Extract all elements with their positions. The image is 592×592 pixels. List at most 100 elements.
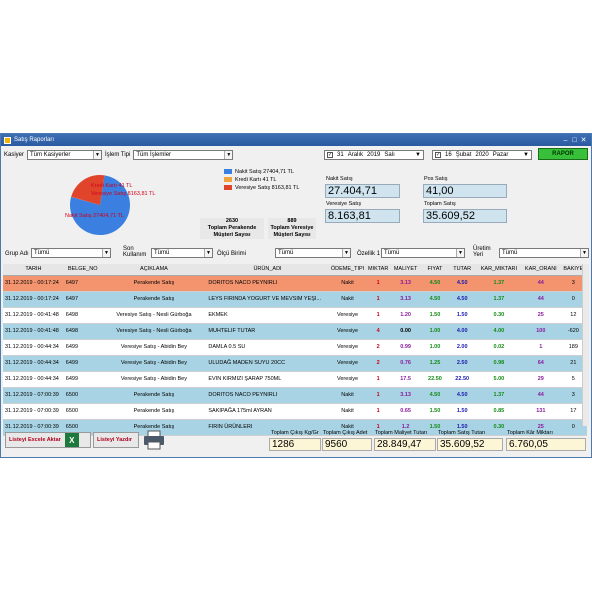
table-cell: 2.50 <box>448 355 476 372</box>
table-row[interactable]: 31.12.2019 - 00:41:48 6498 Veresiye Satış … <box>3 323 587 340</box>
column-header[interactable]: FIYAT <box>421 264 449 276</box>
table-header: TARIH BELGE_NO AÇIKLAMA ÜRÜN_ADI ÖDEME_TIPI M… <box>3 264 587 276</box>
islem-value: Tüm İşlemler <box>136 152 172 158</box>
olcu-select[interactable]: Tümü ▼ <box>275 248 351 258</box>
toplam-value: 35.609,52 <box>423 209 507 223</box>
table-cell: ULUDAĞ MADEN SUYU 20CC <box>206 355 329 372</box>
kasiyer-select[interactable]: Tüm Kasiyerler ▼ <box>27 150 103 160</box>
total-kar-label: Toplam Kâr Miktarı <box>507 430 553 436</box>
column-header[interactable]: KAR_MIKTARI <box>475 264 522 276</box>
table-cell: DORITOS NACO PEYNIRLI <box>206 387 329 404</box>
table-row[interactable]: 31.12.2019 - 00:41:48 6498 Veresiye Satış … <box>3 307 587 324</box>
table-cell: 1.37 <box>475 275 522 292</box>
legend-item-veresiye: Veresiye Satış 8163,81 TL <box>224 184 299 192</box>
rapor-button[interactable]: RAPOR <box>538 148 588 160</box>
column-header[interactable]: TARIH <box>3 264 64 276</box>
export-excel-button[interactable]: Listeyi Excele Aktar X <box>5 432 91 448</box>
total-maliyet-value: 28.849,47 <box>374 438 436 451</box>
table-cell: 0.02 <box>475 339 522 356</box>
table-row[interactable]: 31.12.2019 - 07:00:39 6500 Perakende Satış… <box>3 419 587 436</box>
end-year: 2020 <box>475 152 489 158</box>
table-row[interactable]: 31.12.2019 - 00:44:34 6499 Veresiye Satış … <box>3 339 587 356</box>
maximize-icon[interactable]: □ <box>572 136 577 144</box>
table-cell: 1 <box>366 291 390 308</box>
table-row[interactable]: 31.12.2019 - 00:44:34 6499 Veresiye Satış … <box>3 371 587 388</box>
column-header[interactable]: AÇIKLAMA <box>101 264 207 276</box>
print-list-button[interactable]: Listeyi Yazdır <box>93 432 139 448</box>
legend-swatch <box>224 185 232 191</box>
legend-item-nakit: Nakit Satış 27404,71 TL <box>224 168 299 176</box>
total-satis-value: 35.609,52 <box>437 438 503 451</box>
table-cell: 1 <box>366 387 390 404</box>
islem-select[interactable]: Tüm İşlemler ▼ <box>133 150 234 160</box>
table-cell: 2 <box>366 339 390 356</box>
table-cell: Veresiye <box>328 323 367 340</box>
minimize-icon[interactable]: – <box>563 136 568 144</box>
column-header[interactable]: KAR_ORANI <box>521 264 560 276</box>
end-date-checkbox[interactable]: ✓ <box>435 152 441 158</box>
son-select[interactable]: Tümü ▼ <box>151 248 213 258</box>
table-cell: 4.00 <box>475 323 522 340</box>
table-row[interactable]: 31.12.2019 - 00:17:24 6497 Perakende Satış… <box>3 291 587 308</box>
chevron-down-icon: ▼ <box>204 249 212 257</box>
table-cell: 2.00 <box>448 339 476 356</box>
close-icon[interactable]: ✕ <box>580 137 587 144</box>
olcu-label: Ölçü Birimi <box>217 251 247 257</box>
table-cell: 1.37 <box>475 291 522 308</box>
table-cell: 4.50 <box>448 275 476 292</box>
calendar-dropdown-icon[interactable]: ▼ <box>415 152 421 158</box>
start-weekday: Salı <box>384 152 395 158</box>
table-cell: EKMEK <box>206 307 329 324</box>
start-date-checkbox[interactable]: ✓ <box>327 152 333 158</box>
table-cell: 29 <box>521 371 560 388</box>
table-row[interactable]: 31.12.2019 - 07:00:39 6500 Perakende Satış… <box>3 403 587 420</box>
grup-select[interactable]: Tümü ▼ <box>31 248 111 258</box>
table-cell: Perakende Satış <box>101 275 207 292</box>
table-cell: SAKIPAĞA 175ml AYRAN <box>206 403 329 420</box>
table-cell: Veresiye Satış - Abidin Bey <box>101 355 207 372</box>
legend-item-kredi: Kredi Kartı 41 TL <box>224 176 299 184</box>
table-cell: 31.12.2019 - 00:44:34 <box>3 355 64 372</box>
start-year: 2019 <box>367 152 381 158</box>
start-date-picker[interactable]: ✓ 31 Aralık 2019 Salı ▼ <box>324 150 424 160</box>
veresiye-count: 889 <box>287 218 297 224</box>
printer-icon[interactable] <box>143 430 165 450</box>
table-cell: 1 <box>366 307 390 324</box>
table-cell: Nakit <box>328 419 367 436</box>
veresiye-stat-value: 8.163,81 <box>325 209 400 223</box>
table-cell: 189 <box>559 339 587 356</box>
column-header[interactable]: ÖDEME_TIPI <box>328 264 367 276</box>
table-cell: 1 <box>521 339 560 356</box>
uretim-select[interactable]: Tümü ▼ <box>499 248 589 258</box>
table-cell: 25 <box>521 419 560 436</box>
table-cell: 0 <box>559 291 587 308</box>
table-row[interactable]: 31.12.2019 - 00:17:24 6497 Perakende Satış… <box>3 275 587 292</box>
column-header[interactable]: TUTAR <box>448 264 476 276</box>
column-header[interactable]: BELGE_NO <box>63 264 102 276</box>
column-header[interactable]: MALIYET <box>389 264 422 276</box>
table-cell: 6500 <box>63 419 102 436</box>
table-cell: 31.12.2019 - 00:41:48 <box>3 307 64 324</box>
table-cell: 44 <box>521 387 560 404</box>
table-cell: 1.2 <box>389 419 422 436</box>
table-cell: 0.85 <box>475 403 522 420</box>
son-value: Tümü <box>154 250 170 256</box>
calendar-dropdown-icon[interactable]: ▼ <box>523 152 529 158</box>
table-scrollbar[interactable] <box>582 264 589 426</box>
end-date-picker[interactable]: ✓ 16 Şubat 2020 Pazar ▼ <box>432 150 532 160</box>
table-cell: 31.12.2019 - 07:00:39 <box>3 387 64 404</box>
table-row[interactable]: 31.12.2019 - 00:44:34 6499 Veresiye Satış … <box>3 355 587 372</box>
column-header[interactable]: MIKTAR <box>366 264 390 276</box>
table-cell: 1.00 <box>421 323 449 340</box>
ozellik-select[interactable]: Tümü ▼ <box>381 248 465 258</box>
column-header[interactable]: ÜRÜN_ADI <box>206 264 329 276</box>
total-satis-label: Toplam Satış Tutarı <box>438 430 486 436</box>
table-cell: 0.00 <box>389 323 422 340</box>
table-row[interactable]: 31.12.2019 - 07:00:39 6500 Perakende Satış… <box>3 387 587 404</box>
uretim-value: Tümü <box>502 250 518 256</box>
start-month: Aralık <box>347 152 364 158</box>
olcu-value: Tümü <box>278 250 294 256</box>
column-header[interactable]: BAKIYE <box>559 264 587 276</box>
excel-icon: X <box>64 433 79 447</box>
sales-pie-chart: Nakit Satış 27404,71 TL Kredi Kartı 41 TL… <box>65 175 155 235</box>
